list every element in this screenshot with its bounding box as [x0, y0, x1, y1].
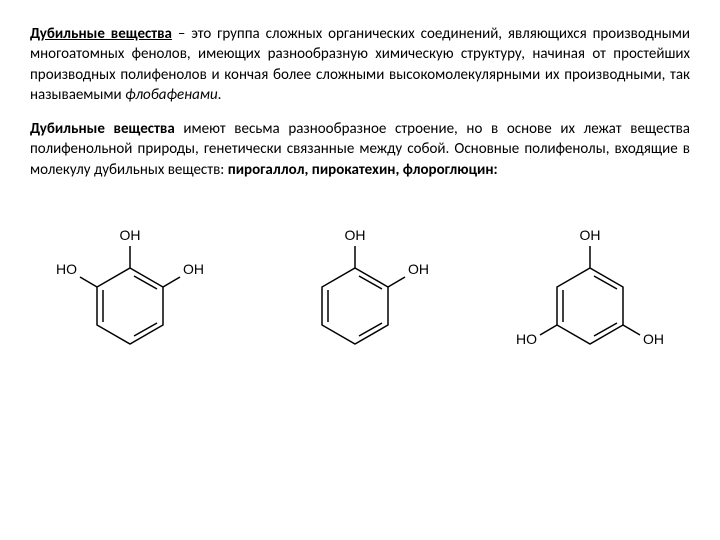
oh-label: OH — [643, 331, 664, 347]
oh-label: OH — [120, 227, 141, 243]
oh-label: OH — [580, 227, 601, 243]
oh-label: OH — [408, 261, 429, 277]
structure-pyrogallol: OH HO OH — [50, 196, 210, 371]
structure-pyrocatechol: OH OH — [285, 196, 435, 371]
term-phlobafen: флобафенами — [125, 86, 218, 104]
term-title: Дубильные вещества — [30, 25, 172, 43]
structure-paragraph: Дубильные вещества имеют весьма разнообр… — [30, 119, 690, 180]
oh-label: HO — [516, 331, 537, 347]
structure-phloroglucinol: OH OH HO — [510, 196, 670, 371]
oh-label: OH — [345, 227, 366, 243]
compounds-list: пирогаллол, пирокатехин, флороглюцин: — [228, 161, 498, 179]
definition-paragraph: Дубильные вещества – это группа сложных … — [30, 24, 690, 105]
oh-label: OH — [183, 261, 204, 277]
chemical-structures-row: OH HO OH OH OH OH OH HO — [30, 186, 690, 371]
term-title-2: Дубильные вещества — [30, 120, 175, 138]
def-end: . — [218, 86, 222, 104]
oh-label: HO — [56, 261, 77, 277]
